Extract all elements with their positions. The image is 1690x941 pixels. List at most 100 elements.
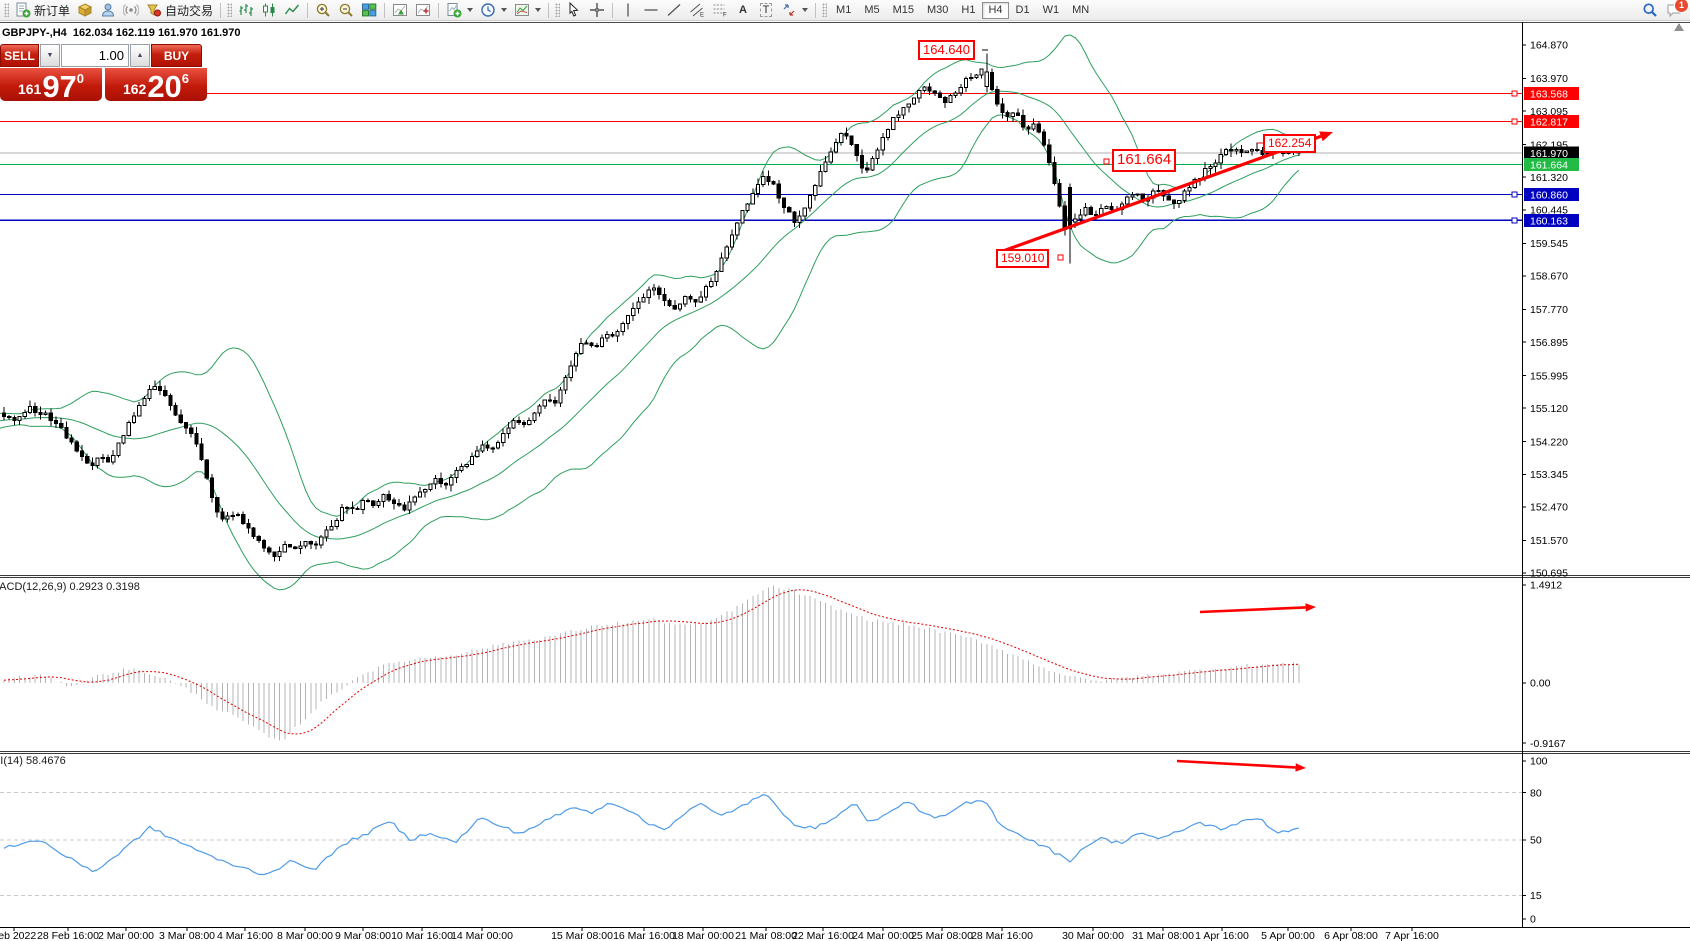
volume-increase-button[interactable]: ▲ [130,44,150,67]
price-axis-labels: 164.870163.970163.095162.195161.320160.4… [1522,40,1579,580]
price-annotation-resistance[interactable]: 162.254 [1263,134,1317,153]
svg-text:8 Mar 00:00: 8 Mar 00:00 [277,930,333,941]
svg-text:80: 80 [1530,787,1542,799]
svg-text:156.895: 156.895 [1530,337,1568,349]
drawn-annotations[interactable] [982,49,1333,772]
label-tool-button[interactable]: T [755,1,777,19]
price-line-label [1524,213,1579,227]
toolbar-grip[interactable] [227,3,233,17]
timeframe-d1-button[interactable]: D1 [1010,2,1036,19]
market-watch-button[interactable] [74,1,96,19]
buy-price-big: 20 [147,69,182,104]
timeframe-w1-button[interactable]: W1 [1037,2,1066,19]
trend-arrow [1319,131,1333,142]
buy-price-sup: 6 [181,71,190,86]
horizontal-level-lines[interactable] [0,90,1522,224]
price-annotation-high[interactable]: 164.640 [918,40,975,61]
svg-text:157.770: 157.770 [1530,304,1568,316]
svg-text:161.970: 161.970 [1530,148,1568,160]
svg-text:14 Mar 00:00: 14 Mar 00:00 [451,930,513,941]
new-chart-button[interactable] [443,1,476,19]
svg-text:-0.9167: -0.9167 [1530,738,1566,750]
trendline-icon [667,4,681,16]
fibonacci-tool-button[interactable]: F [709,1,731,19]
new-order-label: 新订单 [34,3,71,18]
search-icon[interactable] [1642,2,1658,18]
svg-text:50: 50 [1530,835,1542,847]
toolbar-separator [548,2,550,18]
svg-text:4 Mar 16:00: 4 Mar 16:00 [217,930,273,941]
svg-text:162.817: 162.817 [1530,117,1568,129]
svg-text:161.320: 161.320 [1530,172,1568,184]
cursor-tool-button[interactable] [563,1,585,19]
bar-chart-button[interactable] [235,1,257,19]
buy-price-quote[interactable]: 162 20 6 [105,68,207,104]
horizontal-line-tool-button[interactable] [640,1,662,19]
trendline-tool-button[interactable] [663,1,685,19]
toolbar-separator [307,2,309,18]
buy-button[interactable]: BUY [151,44,202,67]
channel-tool-button[interactable]: E [686,1,708,19]
periods-button[interactable] [477,1,510,19]
candlesticks[interactable] [1,53,1301,562]
svg-text:7 Apr 16:00: 7 Apr 16:00 [1385,930,1439,941]
svg-text:31 Mar 08:00: 31 Mar 08:00 [1132,930,1194,941]
buy-price-int: 162 [122,81,147,97]
template-icon [515,4,530,16]
svg-text:163.970: 163.970 [1530,73,1568,85]
indicators-button[interactable] [389,1,411,19]
price-annotation-support[interactable]: 161.664 [1112,149,1177,172]
timeframe-h4-button[interactable]: H4 [982,1,1009,19]
timeframe-m1-button[interactable]: M1 [830,2,857,19]
signals-button[interactable] [120,1,142,19]
dropdown-arrow-icon [802,8,809,12]
timeframe-h1-button[interactable]: H1 [955,2,981,19]
triangle-up-icon: ▲ [136,52,144,59]
toolbar-grip[interactable] [822,3,828,17]
autotrade-button[interactable]: 自动交易 [143,1,216,19]
line-chart-button[interactable] [281,1,303,19]
sell-button[interactable]: SELL [0,44,39,67]
line-chart-icon [284,4,300,15]
new-order-button[interactable]: 新订单 [12,1,73,19]
chat-button[interactable]: 1 [1666,0,1689,18]
vertical-line-icon [627,3,629,17]
timeframe-m5-button[interactable]: M5 [858,2,885,19]
text-tool-icon: A [739,4,747,16]
text-tool-button[interactable]: A [732,1,754,19]
trend-arrow [1305,603,1316,612]
candlestick-chart-button[interactable] [258,1,280,19]
add-indicator-button[interactable] [412,1,434,19]
candlestick-icon [263,3,275,17]
timeframe-mn-button[interactable]: MN [1066,2,1095,19]
timeframe-m30-button[interactable]: M30 [921,2,954,19]
volume-decrease-button[interactable]: ▼ [40,44,60,67]
price-annotation-low[interactable]: 159.010 [996,249,1050,268]
toolbar-separator [815,2,817,18]
sell-price-quote[interactable]: 161 97 0 [0,68,102,102]
timeframe-m15-button[interactable]: M15 [887,2,920,19]
new-chart-icon [447,3,462,18]
zoom-out-button[interactable] [335,1,357,19]
svg-text:28 Mar 16:00: 28 Mar 16:00 [971,930,1033,941]
accounts-button[interactable] [97,1,119,19]
arrows-tool-button[interactable] [778,1,811,19]
zoom-in-button[interactable] [312,1,334,19]
svg-text:21 Mar 08:00: 21 Mar 08:00 [735,930,797,941]
toolbar: 新订单 自动交易 [0,0,1690,21]
svg-text:0: 0 [1530,914,1536,926]
autotrade-icon [147,4,162,17]
toolbar-grip[interactable] [555,3,561,17]
templates-button[interactable] [511,1,544,19]
volume-input[interactable] [61,44,129,67]
svg-text:161.664: 161.664 [1530,159,1568,171]
svg-text:18 Mar 00:00: 18 Mar 00:00 [672,930,734,941]
crosshair-tool-button[interactable] [586,1,608,19]
tile-windows-button[interactable] [358,1,380,19]
timeframe-toolbar: M1 M5 M15 M30 H1 H4 D1 W1 MN [830,1,1095,19]
toolbar-grip[interactable] [4,3,9,17]
triangle-down-icon: ▼ [46,52,54,59]
vertical-line-tool-button[interactable] [617,1,639,19]
